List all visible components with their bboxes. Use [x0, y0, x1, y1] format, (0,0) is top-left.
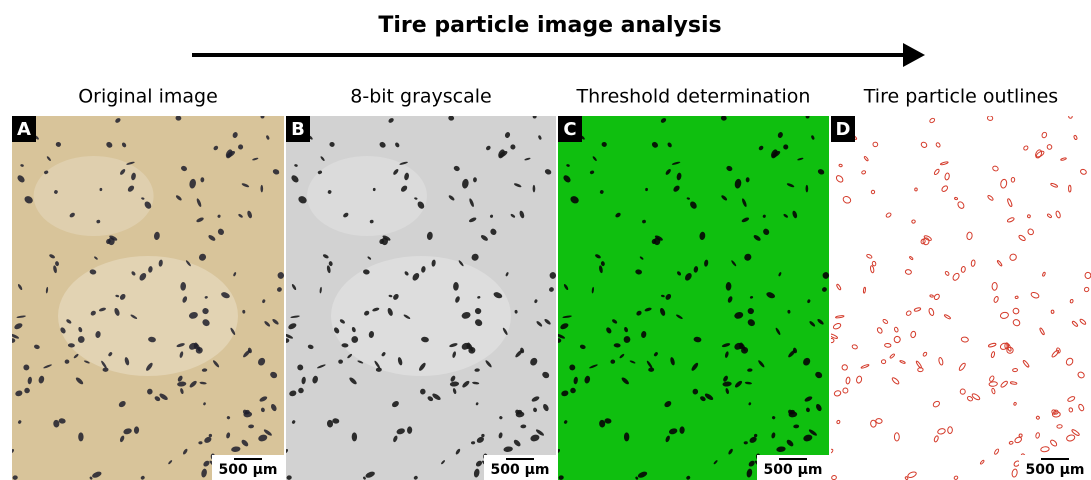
panel: Original image A 500 µm [9, 86, 284, 480]
image-background [831, 116, 1091, 480]
panel-label: Original image [78, 86, 218, 108]
panel-letter: C [563, 119, 576, 140]
panel-label: Threshold determination [576, 86, 811, 108]
scale-bar-label: 500 µm [491, 462, 550, 478]
image-background [558, 116, 829, 480]
figure-title: Tire particle image analysis [378, 13, 721, 38]
image-texture [307, 156, 427, 236]
particle [194, 342, 198, 349]
scale-bar-label: 500 µm [764, 462, 823, 478]
panel-label: Tire particle outlines [863, 86, 1058, 108]
panel: Threshold determinationC 500 µm [555, 86, 829, 480]
particle [352, 432, 357, 441]
panel-label: 8-bit grayscale [350, 86, 492, 108]
panel-image [9, 113, 284, 480]
particle [78, 432, 83, 441]
panels: Original image A 500 µm 8-bit grayscale B 500… [9, 86, 1091, 480]
panel: Tire particle outlines D 500 µm [828, 86, 1091, 480]
panel-image [828, 113, 1091, 480]
scale-bar-label: 500 µm [219, 462, 278, 478]
scale-bar-label: 500 µm [1026, 462, 1085, 478]
panel-letter: D [836, 119, 851, 140]
arrow-head [903, 43, 925, 67]
particle [624, 432, 629, 441]
panel-letter: B [291, 119, 305, 140]
panel: 8-bit grayscale B 500 µm [283, 86, 556, 480]
image-texture [34, 156, 154, 236]
panel-image [555, 113, 829, 480]
particle [466, 342, 470, 349]
figure: Tire particle image analysis Original im… [0, 0, 1091, 480]
image-texture [331, 256, 511, 376]
panel-letter: A [17, 119, 31, 140]
image-texture [58, 256, 238, 376]
particle [739, 342, 743, 349]
panel-image [283, 113, 556, 480]
